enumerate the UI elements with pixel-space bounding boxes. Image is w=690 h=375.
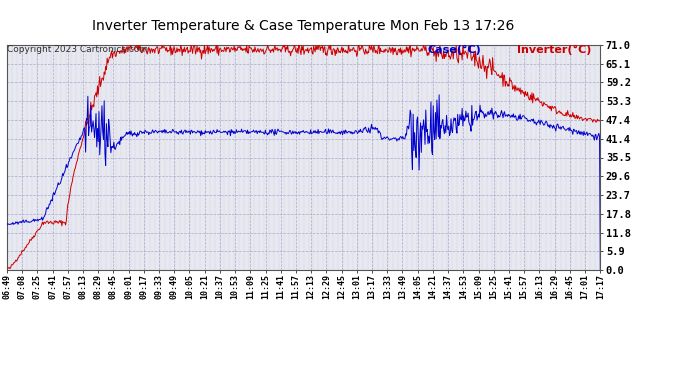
- Text: Case(°C): Case(°C): [428, 45, 482, 55]
- Text: Inverter(°C): Inverter(°C): [518, 45, 592, 55]
- Text: Inverter Temperature & Case Temperature Mon Feb 13 17:26: Inverter Temperature & Case Temperature …: [92, 19, 515, 33]
- Text: Copyright 2023 Cartronics.com: Copyright 2023 Cartronics.com: [7, 45, 148, 54]
